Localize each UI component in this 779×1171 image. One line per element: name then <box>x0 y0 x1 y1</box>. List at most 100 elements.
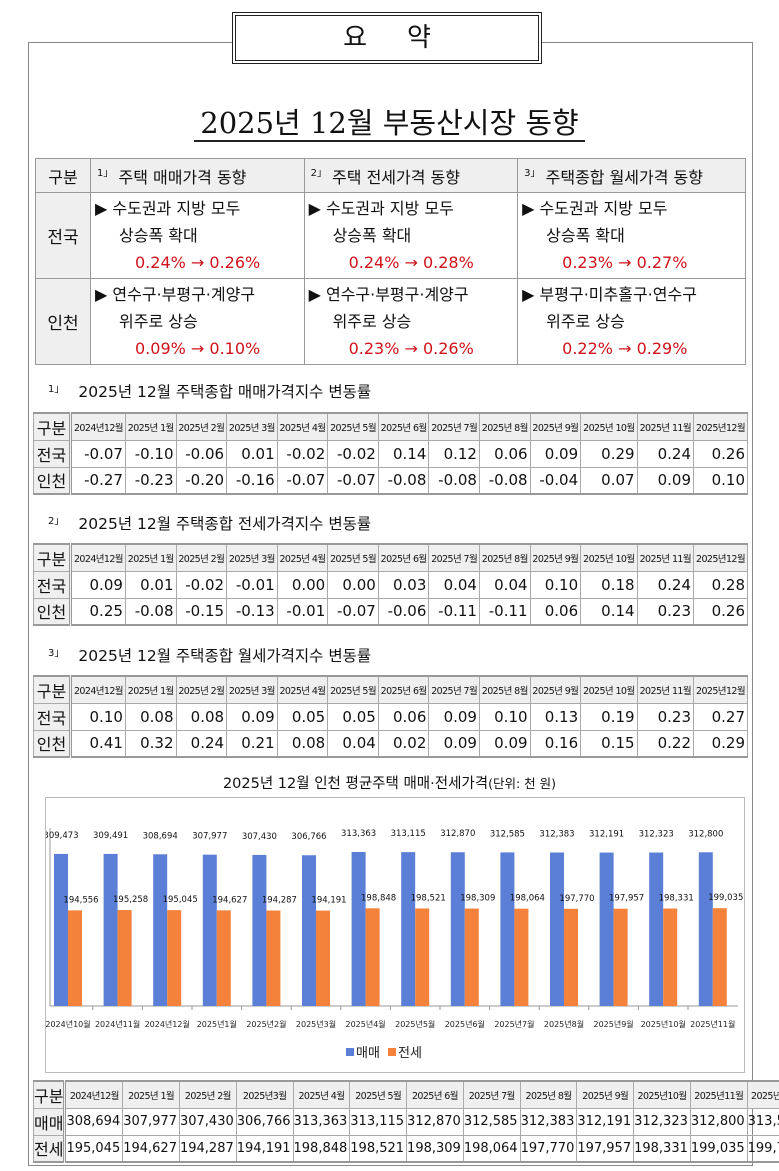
summary-row: 인천 ▶ 연수구·부평구·계양구 위주로 상승 0.09% → 0.10% ▶ 연수구·… <box>35 278 746 365</box>
page-title: 2025년 12월 부동산시장 동향 <box>0 100 779 142</box>
col-label: 주택종합 월세가격 동향 <box>545 167 703 187</box>
table-cell: -0.23 <box>124 466 177 495</box>
column-header: 2025년 4월 <box>276 412 329 441</box>
column-header: 2025년 5월 <box>327 412 379 441</box>
x-tick-label: 2025년10월 <box>641 1019 686 1029</box>
column-header: 2025년 5월 <box>349 1080 408 1109</box>
table-row: 인천 0.25 -0.08 -0.15 -0.13 -0.01 -0.07 -0.06 -0.1… <box>33 597 748 626</box>
table-cell: -0.16 <box>226 466 278 495</box>
data-label: 307,977 <box>192 832 227 842</box>
column-header: 2025년 10월 <box>580 412 638 441</box>
section-title: 2025년 12월 주택종합 월세가격지수 변동률 <box>78 647 372 665</box>
column-header: 2025년 3월 <box>226 675 278 704</box>
table-cell: 198,848 <box>292 1134 351 1163</box>
footnote-mark: 3」 <box>48 648 65 659</box>
col-label: 주택 매매가격 동향 <box>118 167 247 187</box>
table-cell: 0.21 <box>226 729 278 758</box>
bar-sale <box>401 852 416 1006</box>
column-header: 2025년 3월 <box>226 412 278 441</box>
table-corner: 구분 <box>33 543 72 572</box>
change-value: 0.22% → 0.29% <box>562 339 688 358</box>
data-table: 구분 2024년12월 2025년 1월 2025년 2월 2025년 3월 2025년 … <box>33 543 748 626</box>
table-cell: 312,383 <box>519 1107 578 1136</box>
column-header: 2025년 4월 <box>292 1080 351 1109</box>
table-cell: 198,331 <box>633 1134 691 1163</box>
table-row: 인천 -0.27 -0.23 -0.20 -0.16 -0.07 -0.07 -0.08 -0.… <box>33 466 748 495</box>
bar-jeonse <box>613 908 628 1006</box>
column-header: 2025년 7월 <box>462 1080 521 1109</box>
data-label: 195,258 <box>113 895 148 905</box>
column-header: 2025년12월 <box>693 412 748 441</box>
table-cell: -0.11 <box>428 597 480 626</box>
column-header: 2025년10월 <box>633 1080 691 1109</box>
table-cell: -0.11 <box>478 597 531 626</box>
table-cell: -0.08 <box>124 597 177 626</box>
summary-line2: 상승폭 확대 <box>332 226 412 245</box>
summary-cell: ▶ 수도권과 지방 모두 상승폭 확대 0.23% → 0.27% <box>517 192 746 279</box>
table-cell: 0.24 <box>636 439 695 468</box>
table-cell: 0.10 <box>693 466 748 495</box>
data-label: 198,848 <box>361 893 396 903</box>
table-cell: 306,766 <box>235 1107 294 1136</box>
summary-table: 구분 1」 주택 매매가격 동향 2」 주택 전세가격 동향 3」 주택종합 월… <box>35 158 746 365</box>
table-cell: 0.41 <box>70 729 126 758</box>
table-header-row: 구분 2024년12월 2025년 1월 2025년 2월 2025년 3월 2025년 … <box>33 543 748 572</box>
x-tick-label: 2024년10월 <box>46 1019 91 1029</box>
data-label: 198,521 <box>411 893 446 903</box>
bar-jeonse <box>266 910 281 1006</box>
row-label: 인천 <box>33 597 72 626</box>
row-label: 인천 <box>33 729 72 758</box>
column-header: 2025년 7월 <box>428 543 480 572</box>
column-header: 2025년 7월 <box>428 675 480 704</box>
x-tick-label: 2025년5월 <box>395 1019 435 1029</box>
bar-sale <box>202 854 217 1006</box>
table-cell: 0.25 <box>70 597 126 626</box>
column-header: 2025년 6월 <box>377 412 430 441</box>
table-cell: -0.20 <box>175 466 228 495</box>
footnote-mark: 2」 <box>310 167 327 179</box>
summary-col-rent: 3」 주택종합 월세가격 동향 <box>517 158 746 193</box>
table-row: 전국 -0.07 -0.10 -0.06 0.01 -0.02 -0.02 0.14 0.12 0… <box>33 439 748 468</box>
summary-cell: ▶ 부평구·미추홀구·연수구 위주로 상승 0.22% → 0.29% <box>517 278 746 365</box>
table-cell: 0.08 <box>276 729 329 758</box>
table-cell: -0.02 <box>175 570 228 599</box>
region-label: 인천 <box>35 278 91 365</box>
data-label: 313,363 <box>341 829 376 839</box>
bar-jeonse <box>365 908 380 1006</box>
table-cell: -0.07 <box>327 466 379 495</box>
table-cell: 313,506 <box>746 1107 779 1136</box>
table-cell: -0.01 <box>226 570 278 599</box>
data-label: 194,556 <box>63 895 98 905</box>
table-cell: 0.29 <box>693 729 748 758</box>
data-label: 312,323 <box>639 830 674 840</box>
table-cell: 0.04 <box>428 570 480 599</box>
column-header: 2025년11월 <box>746 1080 779 1109</box>
table-cell: 312,870 <box>406 1107 464 1136</box>
table-cell: -0.06 <box>175 439 228 468</box>
table-cell: 0.09 <box>70 570 126 599</box>
column-header: 2025년 1월 <box>124 675 177 704</box>
table-corner: 구분 <box>33 675 72 704</box>
x-tick-label: 2025년6월 <box>445 1019 485 1029</box>
table-cell: 307,430 <box>178 1107 237 1136</box>
table-cell: 0.06 <box>377 702 430 731</box>
table-cell: 0.03 <box>377 570 430 599</box>
x-tick-label: 2025년8월 <box>544 1019 584 1029</box>
data-label: 197,770 <box>559 894 594 904</box>
change-value: 0.24% → 0.26% <box>135 253 261 272</box>
change-value: 0.24% → 0.28% <box>348 253 474 272</box>
column-header: 2025년 9월 <box>576 1080 635 1109</box>
column-header: 2025년 8월 <box>478 412 531 441</box>
column-header: 2025년 7월 <box>428 412 480 441</box>
change-value: 0.23% → 0.26% <box>348 339 474 358</box>
table-cell: 0.26 <box>693 597 748 626</box>
column-header: 2024년12월 <box>70 675 126 704</box>
table-cell: 194,191 <box>235 1134 294 1163</box>
table-cell: 0.10 <box>529 570 582 599</box>
table-cell: 0.26 <box>693 439 748 468</box>
table-cell: 0.09 <box>226 702 278 731</box>
x-tick-label: 2024년11월 <box>95 1019 140 1029</box>
data-label: 309,473 <box>46 831 79 841</box>
table-cell: 0.23 <box>636 597 695 626</box>
table-cell: 0.28 <box>693 570 748 599</box>
